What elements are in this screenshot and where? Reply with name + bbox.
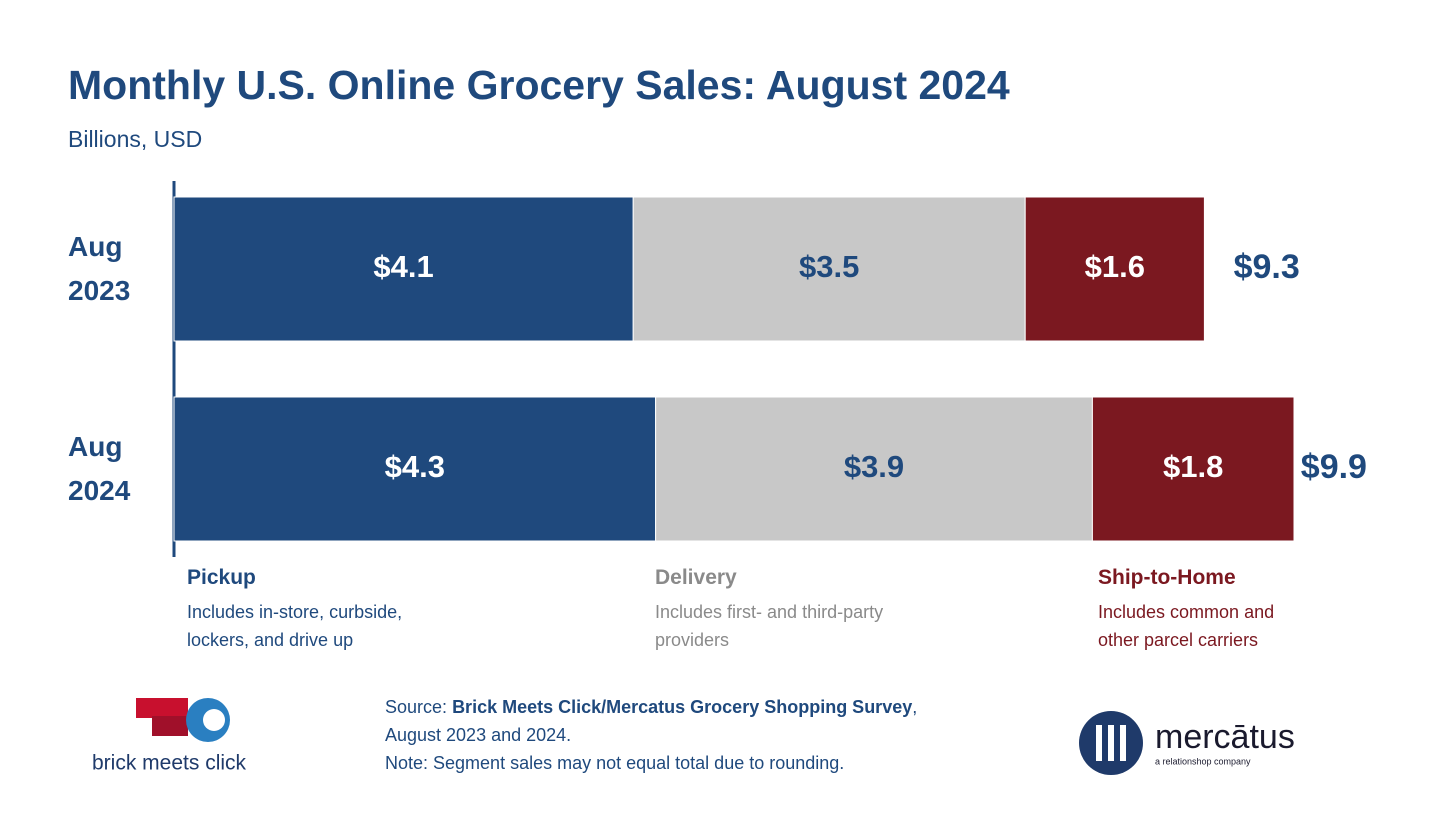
source-note: Source: Brick Meets Click/Mercatus Groce… [385, 693, 975, 777]
source-name: Brick Meets Click/Mercatus Grocery Shopp… [452, 697, 913, 717]
category-label: Aug 2024 [68, 431, 131, 506]
legend-description: Includes first- and third-party provider… [655, 602, 884, 650]
legend-item: Delivery Includes first- and third-party … [655, 566, 925, 654]
value-label: $1.8 [1163, 449, 1223, 484]
bar-segment [1024, 196, 1205, 342]
legend-title: Delivery [655, 566, 737, 589]
legend-title: Ship-to-Home [1098, 566, 1236, 589]
legend-item: Pickup Includes in-store, curbside, locke… [187, 566, 457, 654]
source-rest: , August 2023 and 2024. [385, 697, 918, 745]
logo-mercatus: mercātus a relationshop company [1079, 711, 1295, 775]
total-label: $9.9 [1301, 448, 1367, 486]
bar-segment [655, 396, 1093, 542]
logo-shape [1120, 725, 1126, 761]
note: Note: Segment sales may not equal total … [385, 753, 845, 773]
category-label: Aug 2023 [68, 231, 131, 306]
logo-text: brick meets click [92, 752, 247, 775]
logo-shape [136, 698, 188, 718]
logo-brick-meets-click: brick meets click [92, 698, 247, 775]
chart-title: Monthly U.S. Online Grocery Sales: Augus… [68, 62, 1010, 108]
logo-text: mercātus [1155, 718, 1295, 756]
legend-title: Pickup [187, 566, 256, 589]
value-label: $1.6 [1085, 249, 1145, 284]
logo-shape [1096, 725, 1102, 761]
value-label: $3.9 [844, 449, 904, 484]
bar-segment [632, 196, 1026, 342]
legend-description: Includes common and other parcel carrier… [1098, 602, 1275, 650]
value-label: $4.1 [373, 249, 433, 284]
logo-shape [152, 716, 188, 736]
logo-shape [203, 709, 225, 731]
value-label: $4.3 [385, 449, 445, 484]
legend-item: Ship-to-Home Includes common and other pa… [1098, 566, 1368, 654]
chart-subtitle: Billions, USD [68, 126, 203, 152]
total-label: $9.3 [1234, 248, 1300, 286]
logo-shape [1108, 725, 1114, 761]
bar-segment [1091, 396, 1295, 542]
legend-description: Includes in-store, curbside, lockers, an… [187, 602, 403, 650]
bar-segment [173, 396, 657, 542]
value-label: $3.5 [799, 249, 859, 284]
bar-segment [173, 196, 634, 342]
logo-tagline: a relationshop company [1155, 756, 1251, 766]
source-label: Source: [385, 697, 448, 717]
